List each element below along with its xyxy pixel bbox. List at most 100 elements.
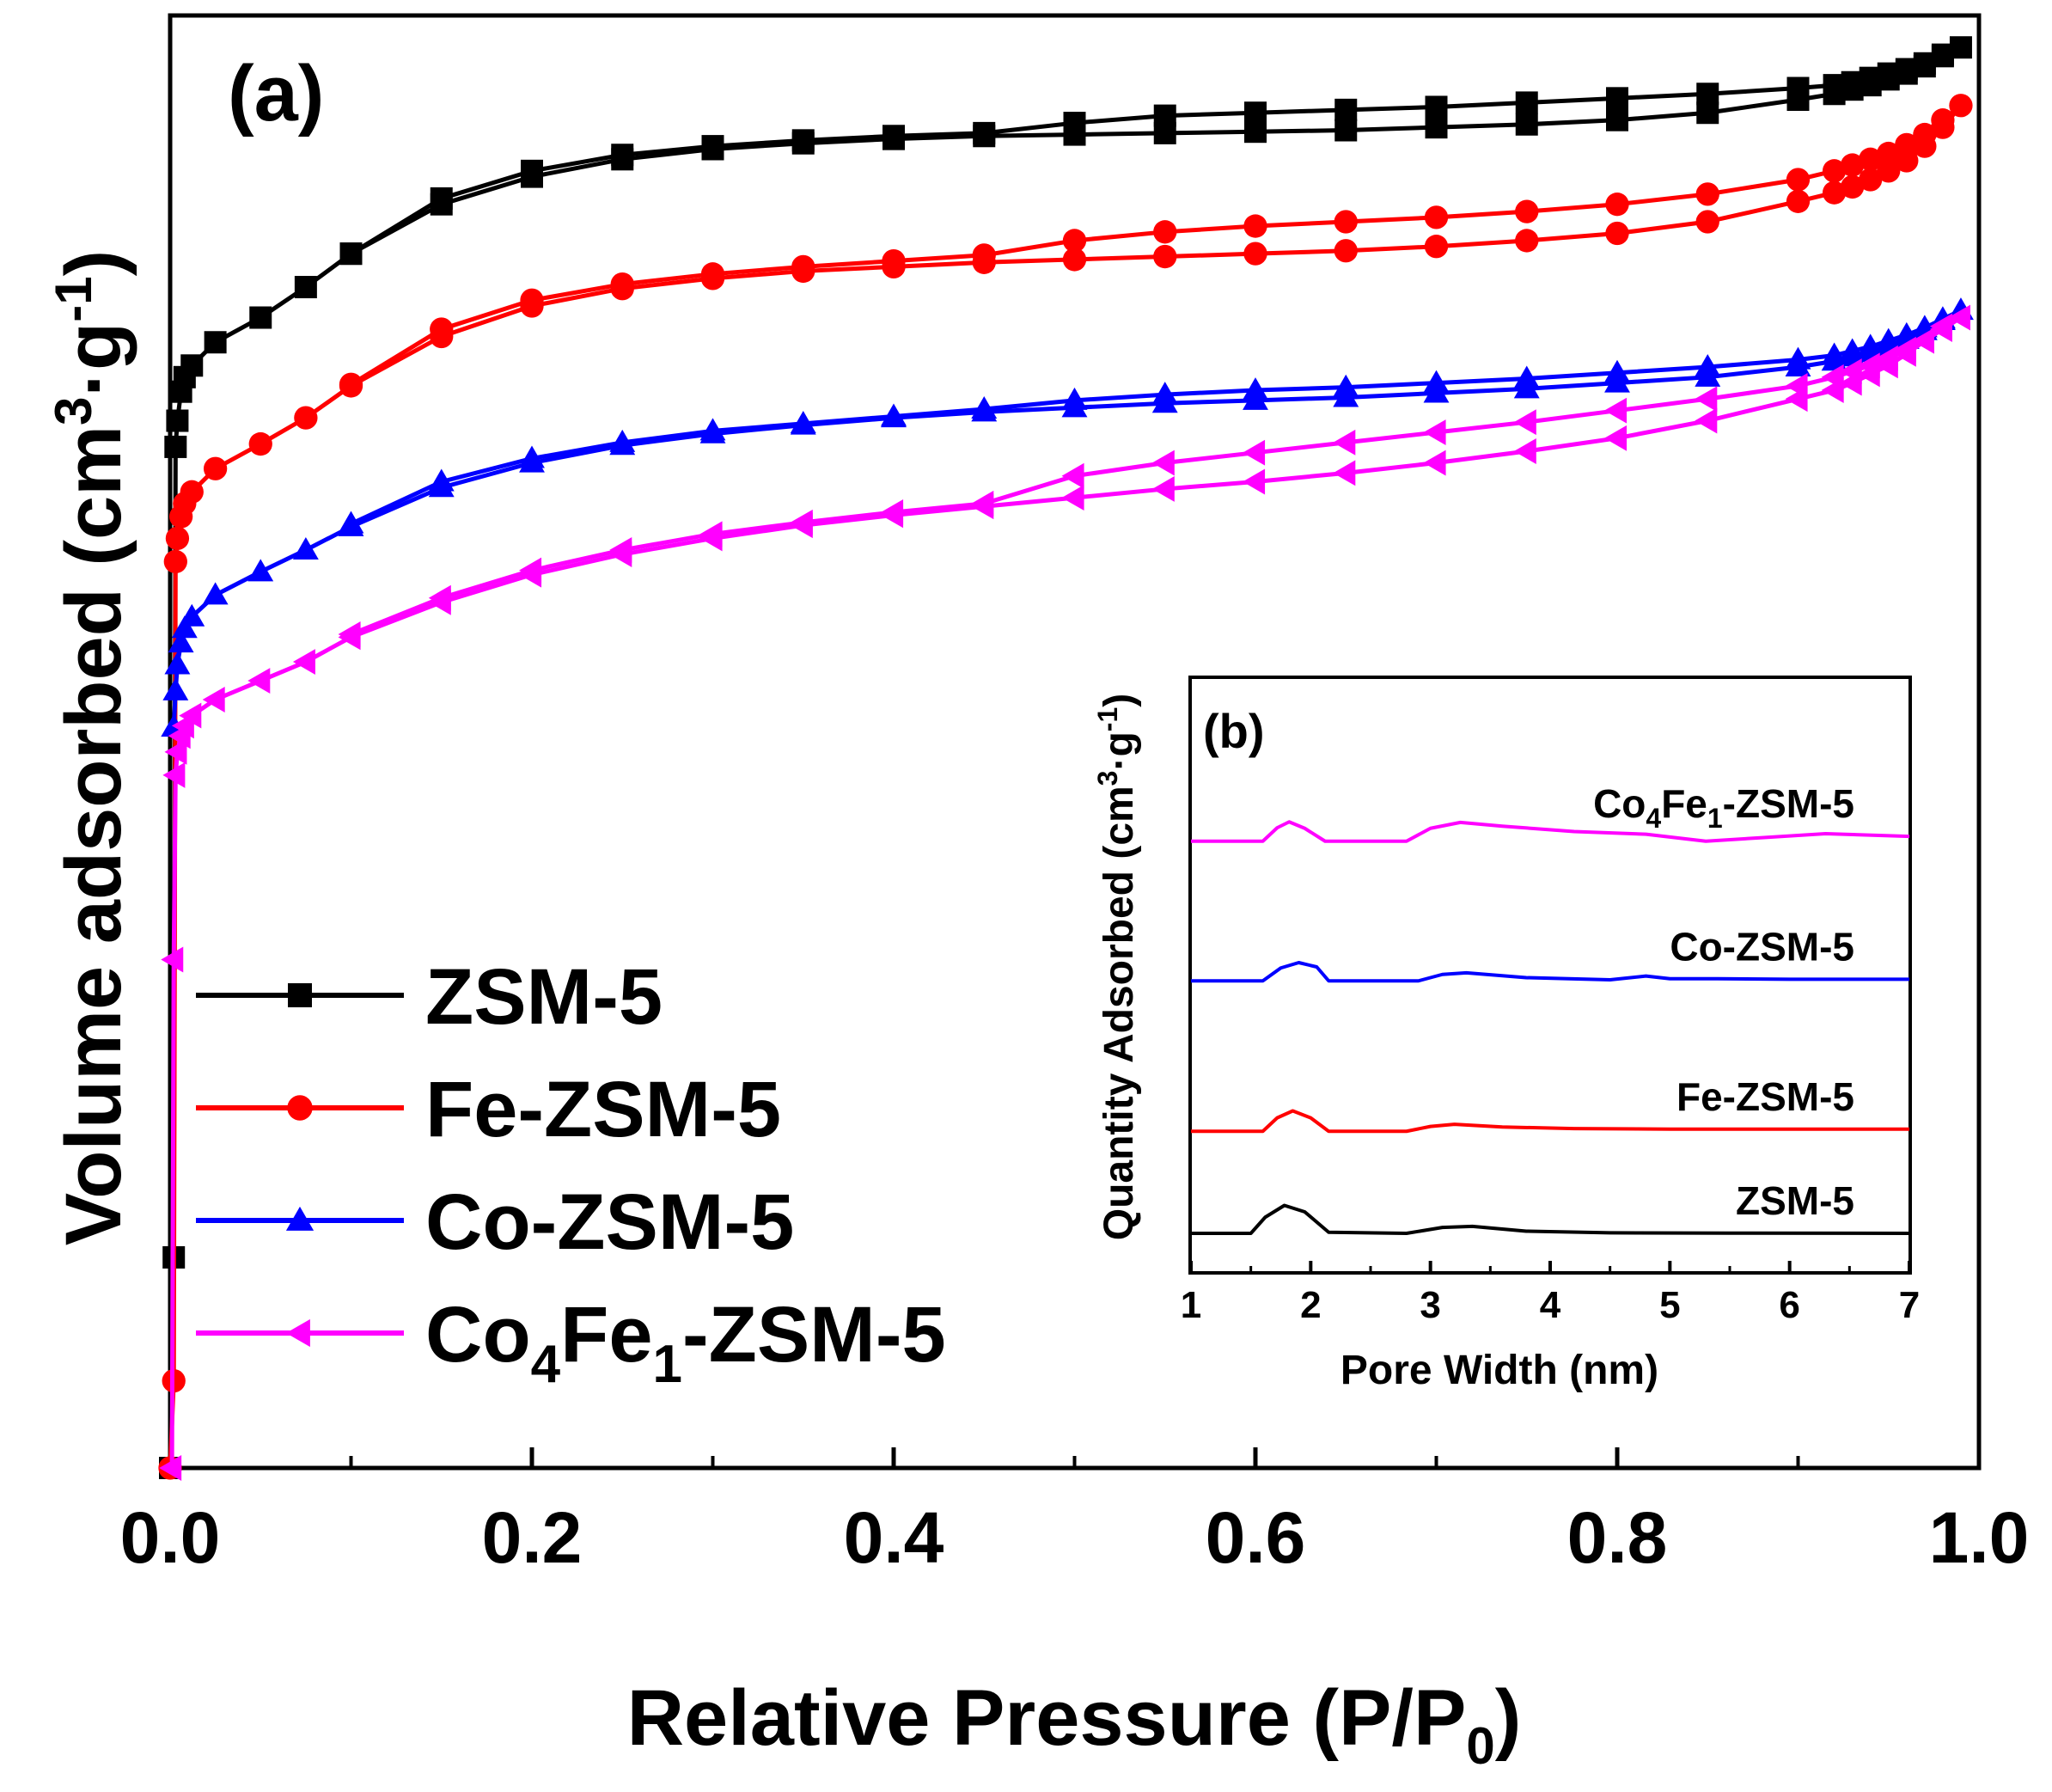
data-point-marker (1425, 95, 1448, 119)
main-x-tick-label: 0.6 (1206, 1497, 1306, 1578)
data-point-marker (162, 761, 186, 788)
legend-item-zsm-5: ZSM-5 (196, 953, 663, 1041)
data-point-marker (881, 499, 904, 525)
data-point-marker (430, 187, 453, 210)
data-point-marker (248, 431, 272, 456)
data-point-marker (162, 677, 189, 700)
data-point-marker (1822, 159, 1847, 183)
inset-curve-label: Co4Fe1-ZSM-5 (1593, 781, 1854, 834)
data-point-marker (1786, 189, 1811, 213)
series-fe-zsm-5 (158, 94, 1973, 1480)
inset-x-tick-label: 3 (1420, 1284, 1440, 1326)
data-point-marker (1877, 159, 1901, 183)
data-point-marker (1695, 182, 1719, 206)
inset-x-tick-label: 1 (1181, 1284, 1201, 1326)
series-zsm-5 (159, 36, 1972, 1479)
data-point-marker (1695, 354, 1721, 377)
data-point-marker (161, 946, 184, 973)
data-point-marker (1893, 336, 1916, 363)
data-point-marker (288, 983, 312, 1007)
data-point-marker (882, 125, 905, 148)
data-point-marker (1515, 199, 1539, 223)
data-point-marker (204, 331, 227, 354)
data-point-marker (609, 429, 636, 452)
data-point-marker (1859, 147, 1883, 171)
legend-item-fe-zsm-5: Fe-ZSM-5 (196, 1066, 781, 1153)
data-point-marker (1062, 248, 1087, 272)
data-point-marker (1515, 91, 1538, 114)
legend-label: Co4Fe1-ZSM-5 (425, 1291, 946, 1394)
data-point-marker (881, 403, 907, 426)
inset-x-tick-label: 2 (1300, 1284, 1321, 1326)
data-point-marker (1605, 193, 1629, 217)
data-point-marker (164, 651, 191, 675)
main-x-tick-labels: 0.0 0.2 0.4 0.6 0.8 1.0 (120, 1497, 2030, 1578)
data-point-marker (1243, 242, 1267, 266)
data-point-marker (179, 603, 205, 627)
main-x-tick-label: 1.0 (1929, 1497, 2030, 1578)
data-point-marker (1786, 168, 1811, 192)
inset-curve-fe-zsm-5 (1191, 1109, 1909, 1134)
data-point-marker (1911, 327, 1934, 354)
data-point-marker (973, 121, 996, 144)
data-point-marker (699, 418, 726, 441)
panel-label-b: (b) (1203, 704, 1265, 758)
data-point-marker (1931, 108, 1955, 132)
data-point-marker (790, 509, 813, 535)
data-point-marker (1513, 409, 1536, 436)
legend-label: ZSM-5 (425, 953, 663, 1041)
data-point-marker (1857, 352, 1880, 379)
data-point-marker (971, 490, 994, 517)
data-point-marker (1821, 364, 1844, 390)
inset-curve-labels: ZSM-5 Fe-ZSM-5 Co-ZSM-5 Co4Fe1-ZSM-5 (1593, 781, 1854, 1223)
data-point-marker (791, 254, 815, 279)
data-point-marker (1786, 76, 1810, 100)
legend-label: Co-ZSM-5 (425, 1178, 794, 1266)
data-point-marker (202, 687, 225, 713)
data-point-marker (1063, 112, 1086, 135)
data-point-marker (292, 649, 315, 675)
data-point-marker (338, 621, 361, 647)
main-plot: 0.0 0.2 0.4 0.6 0.8 1.0 (a) Relative Pressure… (45, 13, 2030, 1775)
data-point-marker (1515, 229, 1539, 253)
data-point-marker (1841, 174, 1865, 199)
data-point-marker (202, 582, 229, 605)
data-point-marker (609, 536, 632, 563)
data-point-marker (701, 135, 724, 158)
adsorption-line (171, 308, 1963, 728)
main-y-axis-label: Volume adsorbed (cm3·g-1) (45, 250, 137, 1246)
inset-y-axis-label: Quantity Adsorbed (cm3·g-1) (1092, 694, 1142, 1240)
data-point-marker (285, 1318, 310, 1348)
data-point-marker (1605, 221, 1629, 246)
data-point-marker (1333, 429, 1356, 456)
data-point-marker (1151, 450, 1175, 476)
inset-curve-zsm-5 (1191, 1203, 1910, 1235)
data-point-marker (1334, 119, 1358, 142)
inset-plot: 1 2 3 4 5 6 7 ZSM-5 Fe-ZSM-5 Co-ZSM-5 Co4Fe1-ZSM-… (1092, 676, 1920, 1393)
data-point-marker (699, 521, 723, 547)
data-point-marker (1243, 377, 1268, 401)
data-point-marker (287, 1095, 313, 1121)
data-point-marker (882, 248, 906, 273)
data-point-marker (1153, 104, 1176, 127)
data-point-marker (1424, 235, 1449, 259)
data-point-marker (1244, 120, 1267, 144)
data-point-marker (1841, 153, 1865, 177)
data-point-marker (292, 536, 319, 560)
desorption-line (350, 45, 1962, 256)
main-series (158, 36, 1974, 1481)
data-point-marker (1949, 94, 1973, 118)
inset-x-tick-label: 5 (1659, 1284, 1680, 1326)
data-point-marker (1334, 98, 1358, 121)
series-co4fe1-zsm-5 (159, 304, 1970, 1481)
data-point-marker (972, 243, 996, 267)
data-point-marker (1604, 425, 1628, 451)
inset-x-ticks (1189, 1261, 1911, 1273)
data-point-marker (1839, 358, 1862, 384)
inset-curve-co-zsm-5 (1191, 961, 1909, 983)
desorption-line (350, 103, 1963, 387)
data-point-marker (1062, 229, 1087, 253)
data-point-marker (1515, 113, 1538, 136)
data-point-marker (428, 584, 451, 611)
